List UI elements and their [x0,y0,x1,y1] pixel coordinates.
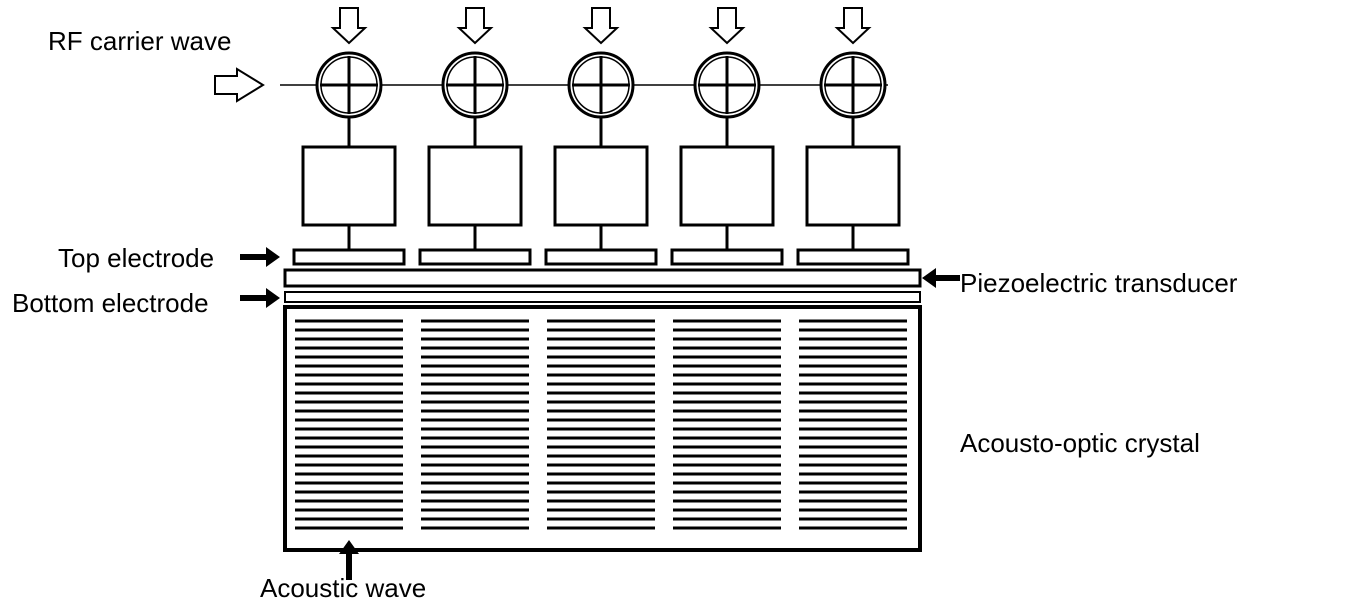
ao-modulator-diagram: RF carrier wave Top electrode Bottom ele… [0,0,1358,608]
label-bottom-electrode: Bottom electrode [12,288,209,319]
label-ao-crystal: Acousto-optic crystal [960,428,1200,459]
label-acoustic-wave: Acoustic wave [260,573,426,604]
label-piezo-transducer: Piezoelectric transducer [960,268,1237,299]
label-rf-carrier: RF carrier wave [48,26,231,57]
label-top-electrode: Top electrode [58,243,214,274]
